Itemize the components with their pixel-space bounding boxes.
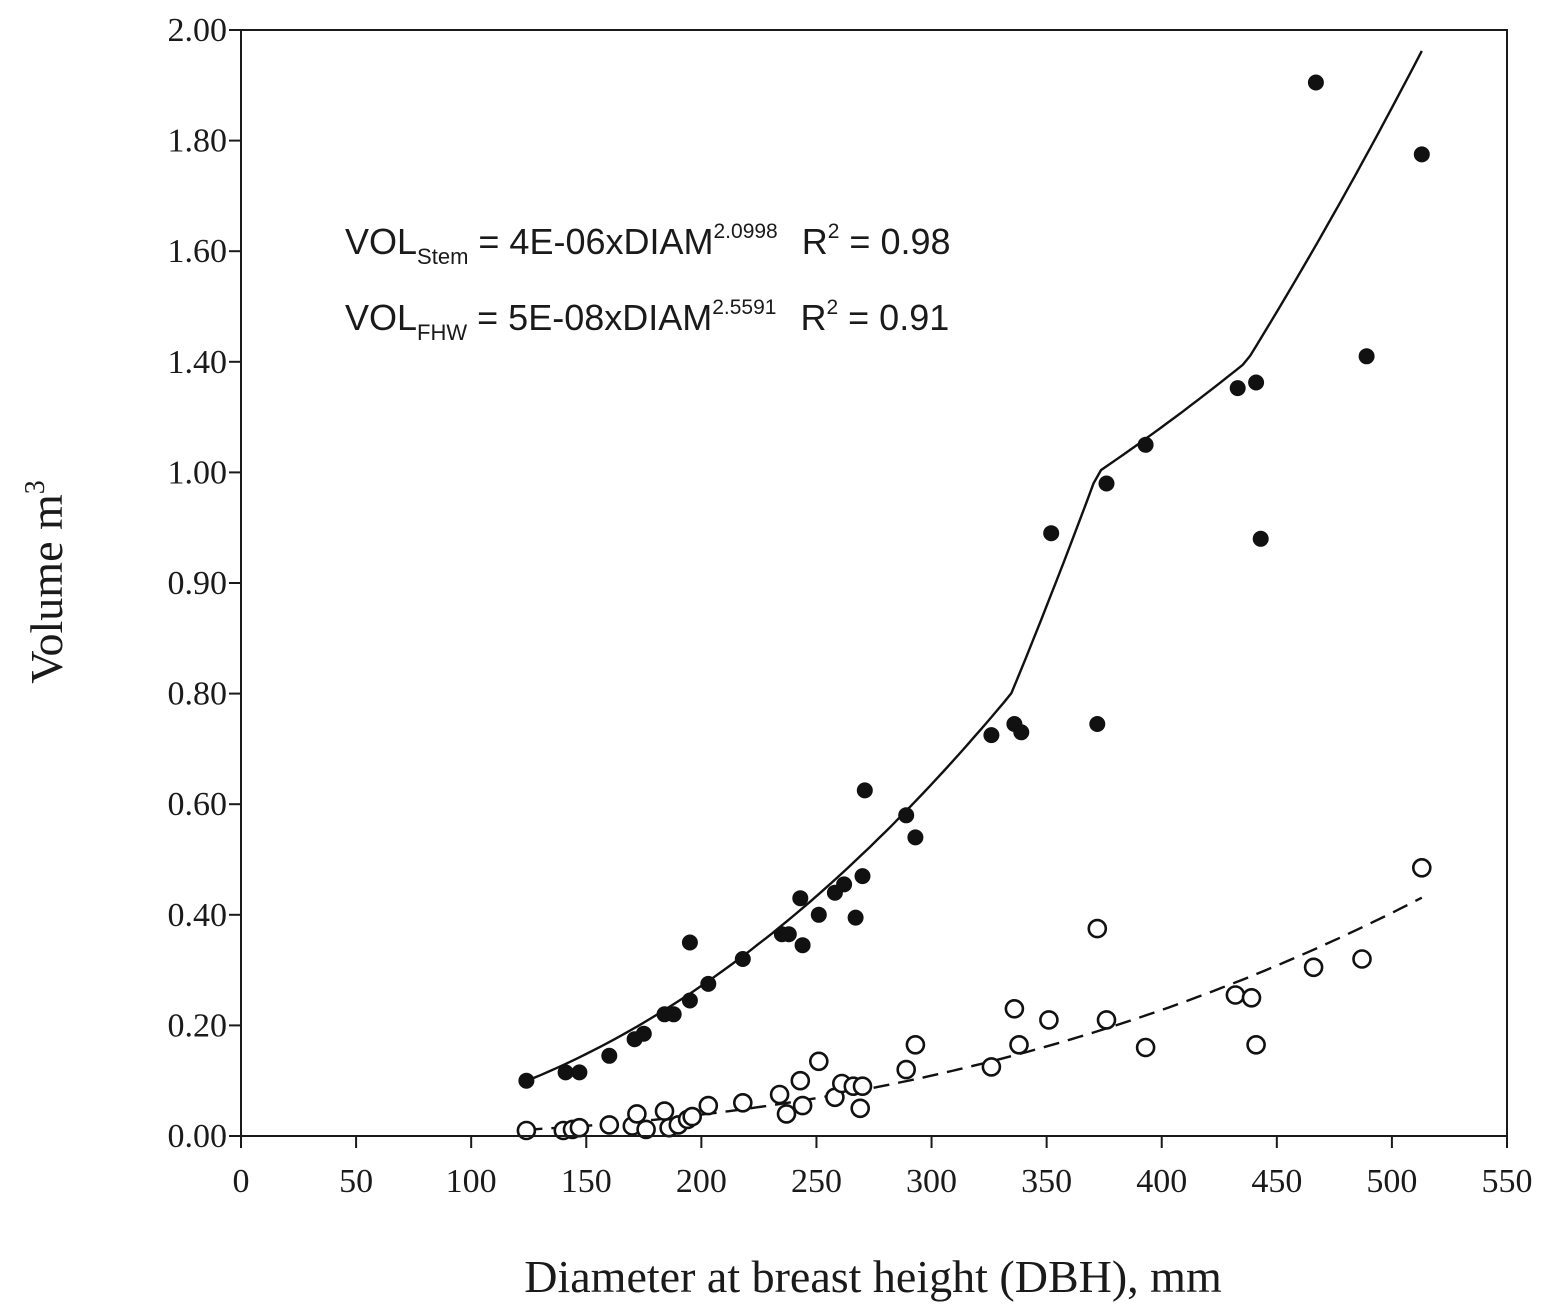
stem-data-point xyxy=(1089,716,1106,732)
fhw-data-point xyxy=(1412,857,1432,878)
fhw-data-point xyxy=(1039,1010,1059,1030)
stem-data-point xyxy=(681,934,698,951)
x-tick-label: 300 xyxy=(906,1163,957,1200)
y-tick-label: 1.60 xyxy=(168,233,228,270)
fhw-data-point xyxy=(1004,998,1025,1019)
fhw-data-point xyxy=(852,1076,873,1096)
stem-data-point xyxy=(1413,146,1430,163)
stem-data-point xyxy=(854,868,871,885)
x-tick-label: 500 xyxy=(1366,1163,1417,1200)
equation-fhw: VOLFHW = 5E-08xDIAM2.5591 R2 = 0.91 xyxy=(345,296,949,345)
stem-data-point xyxy=(1137,436,1154,453)
stem-data-point xyxy=(856,782,873,799)
fhw-data-point xyxy=(896,1059,917,1080)
y-axis-title: Volume m3 xyxy=(20,480,72,684)
fhw-data-point xyxy=(850,1098,871,1119)
stem-data-point xyxy=(1098,475,1115,492)
stem-data-point xyxy=(794,937,811,954)
fhw-data-point xyxy=(569,1117,590,1138)
fhw-data-point xyxy=(627,1104,647,1124)
stem-data-point xyxy=(898,807,915,824)
x-tick-label: 450 xyxy=(1251,1163,1302,1200)
stem-data-point xyxy=(518,1072,535,1089)
y-tick-label: 0.40 xyxy=(168,897,228,934)
x-axis-title: Diameter at breast height (DBH), mm xyxy=(524,1251,1222,1302)
fhw-data-point xyxy=(808,1051,829,1072)
fhw-data-point xyxy=(698,1095,719,1116)
fhw-fit-curve xyxy=(526,896,1423,1131)
y-tick-label: 0.80 xyxy=(168,676,228,713)
y-tick-label: 1.00 xyxy=(168,454,228,491)
y-tick-label: 2.00 xyxy=(168,12,228,49)
fhw-data-point xyxy=(599,1115,620,1135)
y-tick-label: 0.20 xyxy=(168,1007,228,1044)
fhw-data-point xyxy=(1225,985,1246,1005)
stem-data-point xyxy=(635,1025,652,1042)
stem-data-point xyxy=(1358,348,1375,365)
fhw-data-point xyxy=(732,1093,753,1113)
fhw-data-point xyxy=(1009,1035,1029,1055)
x-tick-label: 100 xyxy=(446,1163,497,1200)
fhw-data-point xyxy=(981,1057,1002,1077)
x-tick-label: 150 xyxy=(561,1163,612,1200)
stem-data-point xyxy=(681,992,698,1009)
fhw-data-point xyxy=(1241,987,1262,1008)
fhw-data-point xyxy=(905,1035,926,1055)
x-tick-label: 250 xyxy=(791,1163,842,1200)
stem-data-point xyxy=(780,926,797,943)
fhw-data-point xyxy=(1352,949,1372,969)
fhw-data-point xyxy=(654,1101,675,1121)
x-tick-label: 0 xyxy=(233,1163,250,1200)
x-tick-label: 350 xyxy=(1021,1163,1072,1200)
y-tick-label: 1.40 xyxy=(168,344,228,381)
stem-fit-curve xyxy=(525,50,1423,1083)
stem-data-point xyxy=(665,1006,682,1023)
stem-data-point xyxy=(907,829,924,846)
stem-data-point xyxy=(601,1047,618,1064)
x-tick-label: 200 xyxy=(676,1163,727,1200)
fhw-data-point xyxy=(1303,957,1324,978)
fhw-data-point xyxy=(1246,1035,1266,1055)
stem-data-point xyxy=(1013,724,1030,741)
stem-data-point xyxy=(734,951,751,967)
stem-data-point xyxy=(1229,380,1246,397)
fhw-data-point xyxy=(1135,1037,1156,1058)
fhw-data-point xyxy=(1087,918,1108,939)
stem-data-point xyxy=(983,727,1000,744)
y-tick-label: 0.60 xyxy=(168,786,228,823)
fhw-data-point xyxy=(776,1104,797,1124)
equation-stem: VOLStem = 4E-06xDIAM2.0998 R2 = 0.98 xyxy=(345,220,951,269)
fhw-data-point xyxy=(682,1106,703,1127)
y-tick-label: 0.00 xyxy=(168,1118,228,1155)
fhw-data-point xyxy=(792,1095,813,1116)
y-tick-label: 0.90 xyxy=(168,565,228,602)
stem-data-point xyxy=(810,906,827,923)
fhw-data-point xyxy=(790,1070,811,1091)
stem-data-point xyxy=(700,975,717,992)
stem-data-point xyxy=(1043,525,1060,542)
stem-data-point xyxy=(1248,374,1265,391)
stem-data-point xyxy=(557,1064,574,1081)
fhw-data-point xyxy=(516,1120,537,1141)
fhw-data-point xyxy=(769,1084,790,1105)
fhw-data-point xyxy=(1096,1010,1117,1030)
y-tick-label: 1.80 xyxy=(168,123,228,160)
x-tick-label: 50 xyxy=(339,1163,373,1200)
stem-data-point xyxy=(792,890,809,907)
fhw-data-point xyxy=(636,1119,656,1140)
stem-data-point xyxy=(847,909,864,926)
stem-data-point xyxy=(836,876,853,893)
stem-data-point xyxy=(1252,530,1269,547)
stem-data-point xyxy=(1307,74,1324,91)
stem-data-point xyxy=(571,1064,588,1081)
x-tick-label: 400 xyxy=(1136,1163,1187,1200)
x-tick-label: 550 xyxy=(1482,1163,1533,1200)
